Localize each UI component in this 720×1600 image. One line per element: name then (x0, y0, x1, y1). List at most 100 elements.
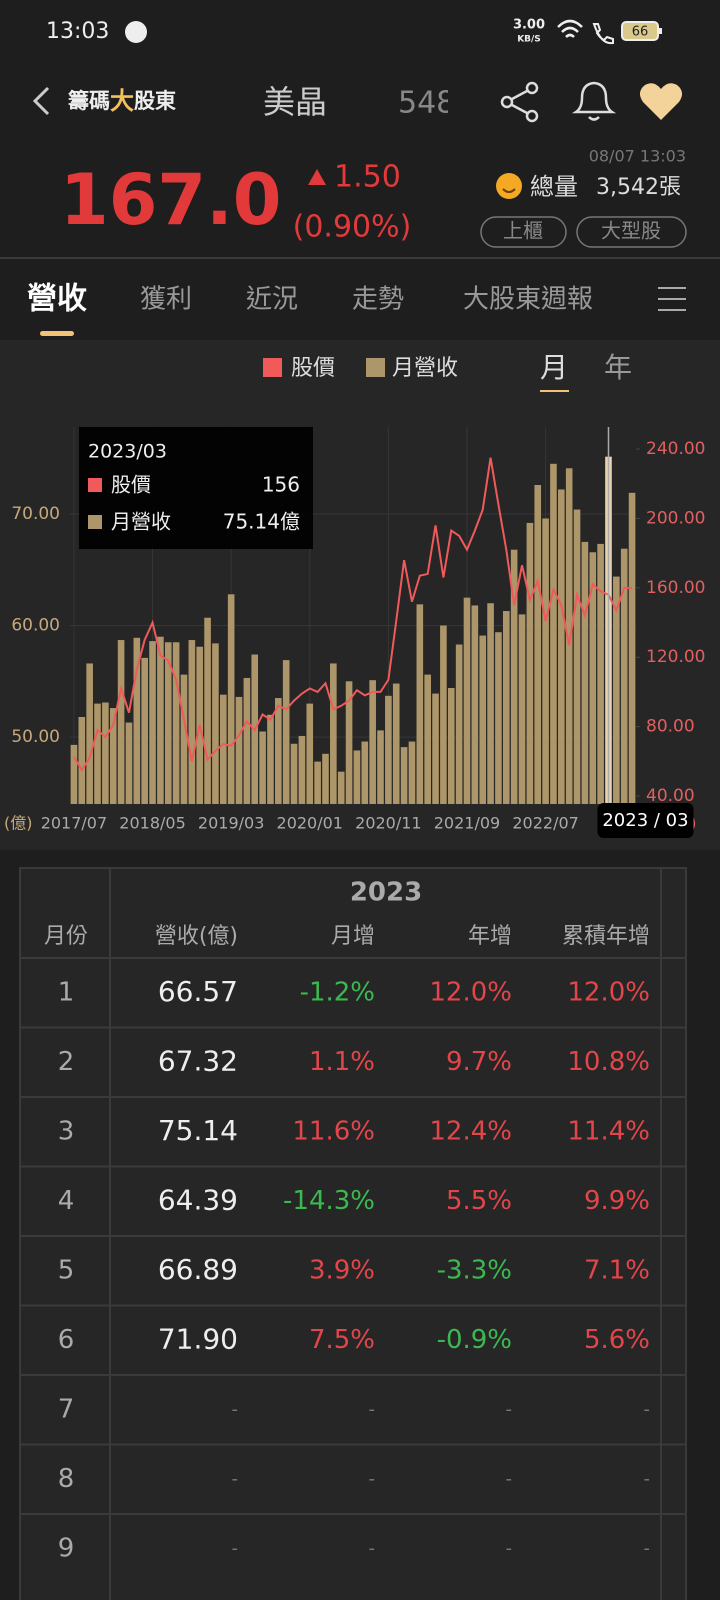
bar (275, 698, 282, 804)
volume-label: 總量 (530, 173, 578, 201)
bar (345, 681, 353, 804)
table-cell: 66.57 (158, 975, 238, 1008)
menu-button[interactable] (658, 287, 686, 311)
month-cell: 1 (58, 977, 75, 1007)
bar (550, 463, 557, 804)
net-speed: 3.00 (513, 18, 545, 33)
tab[interactable]: 近況 (246, 285, 298, 315)
bar (282, 660, 290, 804)
y-unit: (億) (4, 814, 33, 833)
call-icon (592, 23, 614, 45)
legend-label[interactable]: 股價 (291, 356, 335, 381)
y2-tick-label: 120.00 (646, 647, 705, 667)
bar (628, 492, 636, 804)
y2-tick-label: 200.00 (646, 508, 705, 528)
tab[interactable]: 走勢 (352, 285, 404, 315)
table-cell: 11.4% (567, 1116, 650, 1146)
bar (314, 761, 321, 804)
table-cell: - (232, 1468, 239, 1489)
bar (78, 717, 86, 804)
bar (243, 677, 251, 804)
bar (94, 703, 101, 804)
bar (267, 714, 274, 804)
month-cell: 3 (58, 1116, 75, 1146)
bar (526, 522, 534, 804)
y2-tick-label: 160.00 (646, 578, 705, 598)
bar (157, 636, 164, 804)
x-tick-label: 2019/03 (198, 814, 264, 833)
table-cell: 10.8% (567, 1047, 650, 1077)
stock-name: 美晶 (263, 83, 327, 121)
bar (487, 603, 494, 804)
crosshair-label: 2023 / 03 (602, 810, 688, 831)
table-cell: - (369, 1538, 376, 1559)
tooltip-swatch (88, 478, 102, 492)
x-tick-label: 2020/01 (277, 814, 343, 833)
price-change-percent: (0.90%) (293, 210, 412, 245)
table-year: 2023 (350, 878, 422, 908)
x-tick-label: 2021/09 (434, 814, 500, 833)
bar (471, 605, 479, 804)
battery-tip (659, 28, 662, 34)
up-arrow (308, 169, 326, 185)
table-cell: -1.2% (300, 977, 375, 1007)
bar (117, 640, 125, 804)
bar (259, 731, 266, 804)
price-line (73, 457, 633, 772)
bar (125, 722, 133, 804)
y2-tick-label: 240.00 (646, 439, 705, 459)
smiley-mouth (502, 188, 516, 193)
bar (392, 683, 400, 804)
legend-label[interactable]: 月營收 (392, 356, 458, 381)
bar (558, 489, 565, 804)
table-cell: 11.6% (292, 1116, 375, 1146)
table-cell: - (369, 1399, 376, 1420)
bar (510, 549, 518, 804)
bar (227, 594, 235, 804)
tab[interactable]: 大股東週報 (463, 285, 593, 315)
bar (534, 485, 542, 804)
table-cell: 5.6% (584, 1325, 650, 1355)
status-time: 13:03 (46, 19, 109, 44)
period-active[interactable]: 月 (540, 351, 568, 384)
column-header: 月增 (331, 924, 375, 949)
table-cell: 7.1% (584, 1255, 650, 1285)
table-cell: - (232, 1399, 239, 1420)
bar (133, 637, 141, 804)
table-frame (19, 867, 687, 1600)
share-button[interactable] (500, 81, 539, 123)
x-tick-label: 2017/07 (41, 814, 107, 833)
brand-part: 籌碼 (68, 89, 110, 113)
tooltip (79, 427, 313, 549)
tooltip-swatch (88, 515, 102, 529)
tab-active[interactable]: 營收 (27, 282, 87, 317)
bar (86, 663, 93, 804)
period[interactable]: 年 (604, 351, 632, 384)
bar (432, 693, 439, 804)
bar (109, 708, 117, 804)
bar (306, 703, 314, 804)
bar (212, 643, 219, 804)
bar (495, 632, 502, 804)
table-cell: 9.9% (584, 1186, 650, 1216)
table-cell: 12.0% (429, 977, 512, 1007)
tooltip-label: 月營收 (111, 510, 171, 534)
bar (620, 548, 628, 804)
bar (565, 468, 573, 804)
revenue-table: 2023 月份 營收(億) 月增 年增 累積年增 1 66.57 -1.2% 12.0% 12.0%… (19, 867, 687, 1600)
table-cell: 75.14 (158, 1114, 238, 1147)
crosshair-label-bg (597, 803, 694, 838)
tab[interactable]: 獲利 (140, 285, 192, 315)
tag-label: 上櫃 (503, 219, 543, 243)
table-cell: 12.4% (429, 1116, 512, 1146)
back-button[interactable] (32, 86, 50, 116)
alert-button[interactable] (571, 81, 617, 121)
tooltip-value: 75.14億 (223, 510, 300, 534)
chart: 50.00 60.00 70.00 40.00 80.00 120.00 160.00 200… (4, 427, 705, 838)
bar (455, 644, 463, 804)
favorite-button[interactable] (639, 83, 683, 120)
table-cell: 66.89 (158, 1253, 238, 1286)
month-cell: 6 (58, 1325, 75, 1355)
bar (141, 657, 148, 804)
bar (542, 518, 549, 804)
